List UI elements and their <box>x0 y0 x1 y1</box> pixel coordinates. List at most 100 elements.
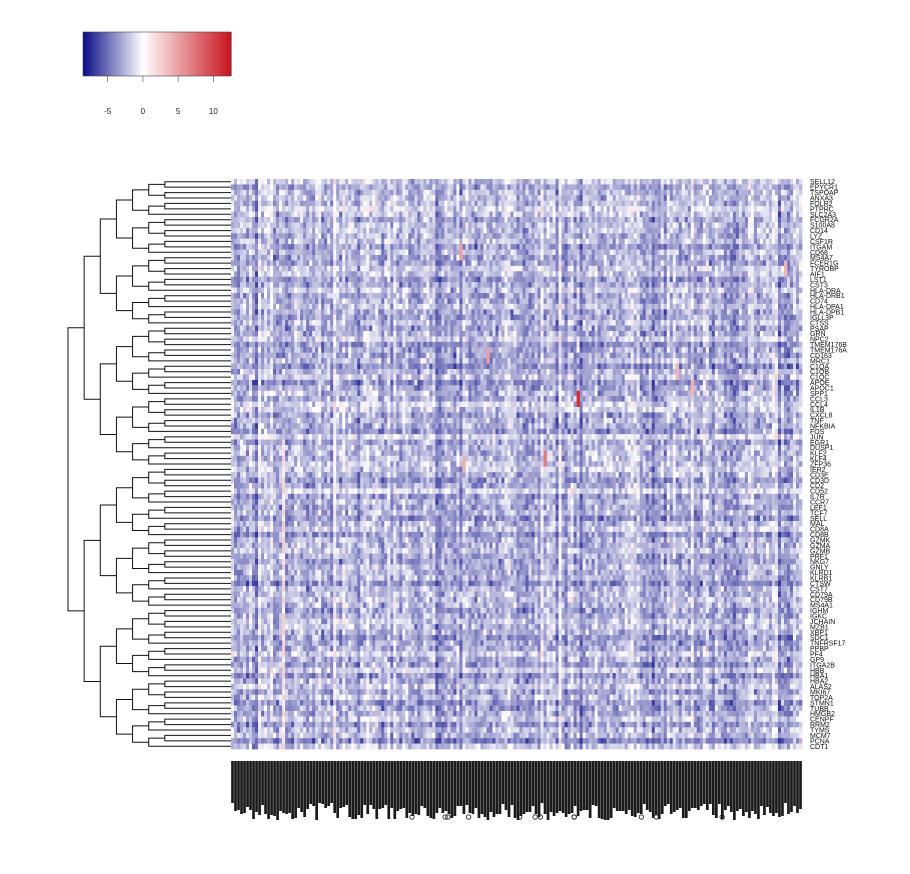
color-key-swatch <box>173 32 176 76</box>
dendrogram-branch <box>164 561 231 568</box>
heatmap-hotspot-cell <box>783 260 788 277</box>
row-label: HBA2 <box>810 679 828 686</box>
column-label <box>790 761 793 812</box>
row-label: GZMA <box>810 543 831 550</box>
column-label <box>627 761 631 810</box>
column-label <box>246 761 249 807</box>
column-label <box>609 761 613 818</box>
column-label <box>621 761 625 811</box>
row-label: PTPRC <box>810 206 834 213</box>
row-label: CD52 <box>810 489 828 496</box>
color-key-swatch <box>223 32 226 76</box>
dendrogram-branch <box>99 363 117 435</box>
color-key-swatch <box>225 32 228 76</box>
row-label: MZB1 <box>810 624 829 631</box>
row-label: IGKC <box>810 614 827 621</box>
column-label <box>348 761 352 817</box>
row-label: AIF1 <box>810 272 825 279</box>
column-label <box>693 761 697 808</box>
column-label <box>751 761 754 811</box>
dendrogram-branch <box>164 311 231 318</box>
color-key-swatch <box>227 32 230 76</box>
dendrogram-branch <box>164 365 231 373</box>
dendrogram-branch <box>164 506 231 514</box>
column-label <box>763 761 766 815</box>
column-label <box>742 761 745 816</box>
color-key-swatch <box>163 32 166 76</box>
dendrogram-branch <box>148 737 231 747</box>
column-label <box>624 761 628 814</box>
color-key-swatch <box>99 32 102 76</box>
column-label <box>327 761 331 806</box>
column-label <box>234 761 237 811</box>
row-label: IGLL3P <box>810 315 834 322</box>
column-label-glyph <box>442 814 448 820</box>
color-key-swatch <box>131 32 134 76</box>
dendrogram-branch <box>164 680 231 688</box>
column-label <box>603 761 607 820</box>
row-label: JUN <box>810 434 824 441</box>
column-label <box>715 761 718 818</box>
column-label <box>784 761 787 803</box>
column-label <box>591 761 595 805</box>
color-key-swatch <box>115 32 118 76</box>
color-key-swatch <box>121 32 124 76</box>
row-label: KLF2 <box>810 451 827 458</box>
column-label <box>405 761 409 818</box>
column-label <box>402 761 406 808</box>
dendrogram-branch <box>148 667 231 677</box>
column-label <box>480 761 484 814</box>
color-key-swatch <box>109 32 112 76</box>
row-label: CD3D <box>810 478 829 485</box>
color-key-swatch <box>125 32 128 76</box>
dendrogram-branch <box>164 468 231 476</box>
row-label: PF4 <box>810 652 823 659</box>
column-label <box>333 761 337 813</box>
color-key: -5 0 5 10 <box>82 31 232 116</box>
column-label <box>477 761 481 818</box>
row-label: ITGAM <box>810 244 832 251</box>
row-label: GRN <box>810 331 826 338</box>
color-key-swatch <box>93 32 96 76</box>
column-label <box>600 761 604 819</box>
row-label: MRC1 <box>810 358 830 365</box>
dendrogram-branch <box>148 352 231 362</box>
row-label: CXCL8 <box>810 413 833 420</box>
dendrogram-branch <box>132 335 149 358</box>
column-label <box>378 761 382 809</box>
column-label <box>799 761 802 809</box>
dendrogram-branch <box>164 610 231 617</box>
row-label: TYMS <box>810 728 830 735</box>
row-label: C1QA <box>810 364 829 371</box>
column-label <box>345 761 349 805</box>
column-label <box>663 761 667 806</box>
dendrogram-branch <box>115 199 133 239</box>
dendrogram-branch <box>164 691 231 698</box>
column-label <box>240 761 243 814</box>
dendrogram-branch <box>132 189 149 211</box>
row-label: MCM7 <box>810 733 831 740</box>
row-label: DUSP1 <box>810 445 833 452</box>
column-label-glyph <box>638 814 645 820</box>
color-key-swatch <box>221 32 224 76</box>
row-label: GZMB <box>810 548 831 555</box>
row-label: TUBB <box>810 706 829 713</box>
row-label: CDT1 <box>810 744 828 751</box>
color-key-swatch <box>127 32 130 76</box>
column-label <box>711 761 715 815</box>
row-label: MKI67 <box>810 690 830 697</box>
color-key-swatch <box>181 32 184 76</box>
dendrogram-branch <box>132 513 149 531</box>
column-labels <box>231 761 802 820</box>
column-label <box>459 761 463 806</box>
color-key-swatch <box>203 32 206 76</box>
dendrogram-branch <box>148 596 231 606</box>
color-key-swatch <box>183 32 186 76</box>
column-label <box>612 761 616 808</box>
column-label <box>754 761 757 814</box>
column-label <box>531 761 535 806</box>
row-label: FOS <box>810 429 825 436</box>
column-label <box>781 761 784 816</box>
column-label <box>558 761 562 811</box>
